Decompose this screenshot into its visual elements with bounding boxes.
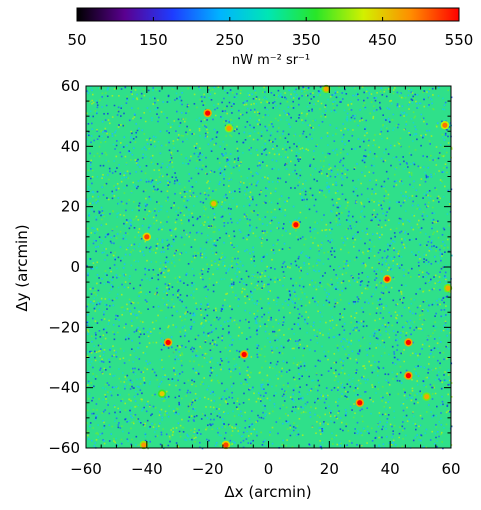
point-source [211,201,217,207]
x-tick-label: −20 [192,460,224,478]
point-source [384,276,390,282]
colorbar-tick-label: 50 [67,31,86,49]
x-tick-label: 20 [320,460,339,478]
y-tick-label: 60 [61,77,80,95]
x-tick-label: 0 [264,460,274,478]
heatmap-background [86,86,451,448]
colorbar-tick-label: 350 [292,31,321,49]
point-source [405,339,412,346]
colorbar-frame [76,7,460,22]
point-source [223,442,229,448]
x-tick-label: −60 [70,460,102,478]
point-source [241,351,247,358]
point-source [141,442,147,448]
colorbar-ticks: 50 150 250 350 450 550 [67,17,473,49]
colorbar-tick-label: 150 [139,31,168,49]
x-tick-label: 60 [441,460,460,478]
x-axis: −60 −40 −20 0 20 40 60 [70,86,461,478]
point-source [226,125,232,131]
x-axis-label: Δx (arcmin) [224,483,311,501]
point-sources [139,84,453,450]
y-axis: −60 −40 −20 0 20 40 60 [48,77,451,457]
y-tick-label: −60 [48,439,80,457]
y-tick-label: 40 [61,137,80,155]
point-source [357,400,363,406]
point-source [144,234,150,240]
x-tick-label: −40 [131,460,163,478]
colorbar-tick-label: 450 [368,31,397,49]
noise-layer [86,86,453,450]
point-source [205,110,211,116]
noise-pixels [86,86,453,450]
y-tick-label: −40 [48,379,80,397]
y-axis-label: Δy (arcmin) [13,224,31,311]
colorbar: 50 150 250 350 450 550 nW m⁻² sr⁻¹ [67,7,473,68]
point-source [424,394,430,400]
point-source [405,373,412,379]
point-source [323,86,329,92]
y-tick-label: 20 [61,198,80,216]
colorbar-unit-label: nW m⁻² sr⁻¹ [232,53,310,68]
colorbar-fill [77,8,459,21]
x-tick-label: 40 [381,460,400,478]
colorbar-tick-label: 250 [215,31,244,49]
point-source [445,285,451,291]
point-source [165,339,171,346]
heatmap-area [85,84,453,450]
point-source [293,222,299,228]
y-tick-label: 0 [70,258,80,276]
point-source [159,391,165,397]
point-source [442,122,448,128]
y-tick-label: −20 [48,318,80,336]
colorbar-tick-label: 550 [445,31,474,49]
